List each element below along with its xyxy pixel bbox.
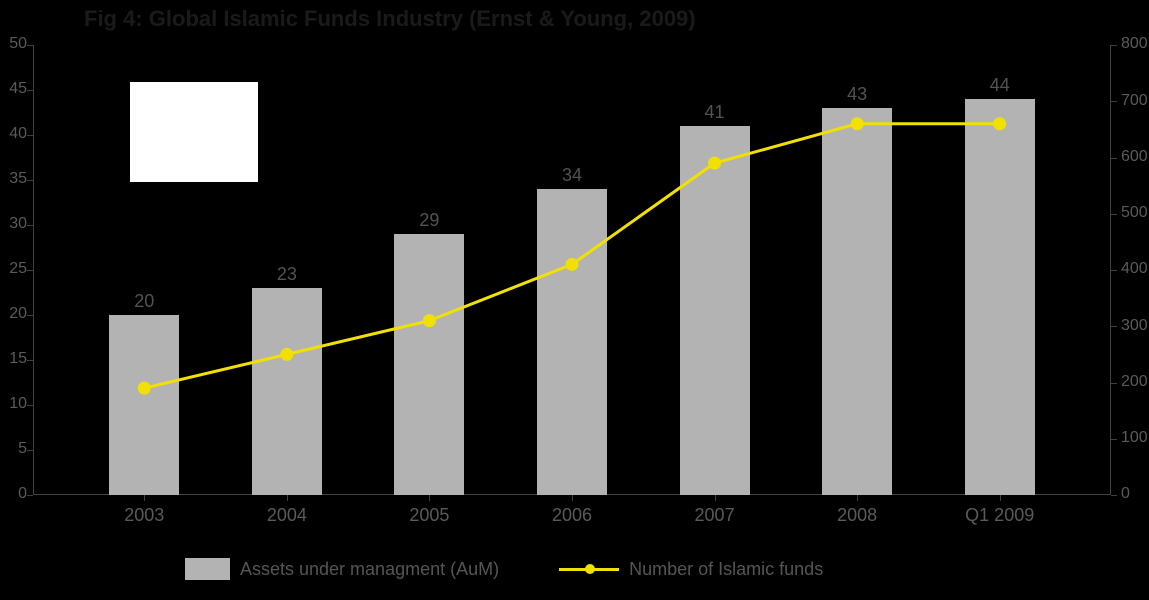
category-label: 2008	[807, 505, 907, 526]
y-left-tick: 5	[18, 440, 27, 458]
category-label: 2006	[522, 505, 622, 526]
line-marker	[709, 157, 721, 169]
bar-value-label: 23	[257, 264, 317, 285]
legend: Assets under managment (AuM) Number of I…	[185, 558, 823, 580]
chart-title: Fig 4: Global Islamic Funds Industry (Er…	[84, 6, 696, 32]
bar-value-label: 41	[685, 102, 745, 123]
y-left-tick: 15	[9, 350, 27, 368]
y-left-tick: 35	[9, 170, 27, 188]
line-marker	[138, 382, 150, 394]
y-left-tick: 50	[9, 35, 27, 53]
bar-value-label: 34	[542, 165, 602, 186]
line-marker	[281, 348, 293, 360]
line-marker	[566, 258, 578, 270]
y-right-tick: 300	[1121, 317, 1148, 335]
line-marker	[994, 118, 1006, 130]
bar-value-label: 43	[827, 84, 887, 105]
y-right-tick: 100	[1121, 429, 1148, 447]
white-overlay-box	[130, 82, 258, 182]
category-label: Q1 2009	[950, 505, 1050, 526]
legend-swatch-bar	[185, 558, 230, 580]
bar-value-label: 20	[114, 291, 174, 312]
y-left-tick: 0	[18, 485, 27, 503]
y-right-tick: 800	[1121, 35, 1148, 53]
category-label: 2004	[237, 505, 337, 526]
legend-swatch-line	[559, 559, 619, 579]
bar-value-label: 44	[970, 75, 1030, 96]
y-left-tick: 40	[9, 125, 27, 143]
legend-item-line: Number of Islamic funds	[559, 559, 823, 580]
category-label: 2007	[665, 505, 765, 526]
category-label: 2003	[94, 505, 194, 526]
line-marker	[423, 315, 435, 327]
y-right-tick: 600	[1121, 148, 1148, 166]
category-label: 2005	[379, 505, 479, 526]
bar-value-label: 29	[399, 210, 459, 231]
y-left-tick: 20	[9, 305, 27, 323]
y-left-tick: 45	[9, 80, 27, 98]
y-right-tick: 400	[1121, 260, 1148, 278]
y-right-tick: 0	[1121, 485, 1130, 503]
legend-label-bars: Assets under managment (AuM)	[240, 559, 499, 580]
y-left-tick: 10	[9, 395, 27, 413]
chart-frame: Fig 4: Global Islamic Funds Industry (Er…	[0, 0, 1149, 600]
y-right-tick: 700	[1121, 92, 1148, 110]
plot-area	[33, 45, 1111, 495]
y-right-tick: 500	[1121, 204, 1148, 222]
line-marker	[851, 118, 863, 130]
y-left-tick: 30	[9, 215, 27, 233]
y-right-tick: 200	[1121, 373, 1148, 391]
legend-label-line: Number of Islamic funds	[629, 559, 823, 580]
y-left-tick: 25	[9, 260, 27, 278]
legend-item-bars: Assets under managment (AuM)	[185, 558, 499, 580]
